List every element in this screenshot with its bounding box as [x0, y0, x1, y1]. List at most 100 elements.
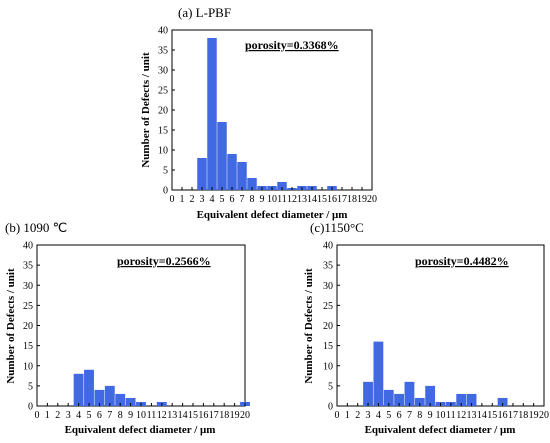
panel-a-x-tick-label: 13: [297, 194, 307, 205]
panel-b-x-tick-label: 19: [230, 410, 240, 421]
panel-b-y-tick-label: 25: [23, 301, 33, 312]
panel-a-bar: [277, 182, 287, 190]
panel-c-x-ticks: 0 1 2 3 4 5 6 7 8 9 10 11 12 13 14 15 16 17 18 19 20: [335, 403, 549, 421]
panel-a-bar: [207, 38, 217, 190]
panel-a-bars: [197, 38, 337, 190]
panel-b-x-tick-label: 1: [45, 410, 50, 421]
panel-c-x-tick-label: 16: [498, 410, 508, 421]
panel-c-y-tick-label: 5: [328, 381, 333, 392]
panel-a-y-tick-label: 10: [158, 146, 168, 157]
panel-a-x-tick-label: 14: [307, 194, 317, 205]
panel-b-porosity-label: porosity=0.2566%: [117, 254, 211, 268]
panel-a-xlabel: Equivalent defect diameter / μm: [197, 209, 348, 221]
panel-a-x-tick-label: 8: [250, 194, 255, 205]
panel-b-x-tick-label: 17: [209, 410, 219, 421]
panel-c-x-tick-label: 5: [386, 410, 391, 421]
panel-a-x-tick-label: 1: [180, 194, 185, 205]
panel-b: (b) 1090 ℃ porosity=0.2566% Number of De…: [5, 220, 250, 436]
panel-a-x-tick-label: 3: [200, 194, 205, 205]
panel-b-x-tick-label: 2: [55, 410, 60, 421]
panel-c-bar: [363, 381, 373, 406]
panel-b-bar: [125, 397, 136, 406]
panel-c-x-tick-label: 10: [436, 410, 446, 421]
panel-a-y-tick-label: 0: [163, 186, 168, 197]
panel-c-x-tick-label: 20: [539, 410, 549, 421]
panel-b-x-tick-label: 5: [87, 410, 92, 421]
panel-b-y-tick-label: 30: [23, 281, 33, 292]
panel-c-x-tick-label: 4: [376, 410, 381, 421]
panel-c-x-tick-label: 7: [407, 410, 412, 421]
panel-b-x-tick-label: 3: [66, 410, 71, 421]
panel-a-x-tick-label: 19: [357, 194, 367, 205]
panel-a-bar: [197, 158, 207, 190]
panel-b-x-tick-label: 6: [97, 410, 102, 421]
panel-b-x-tick-label: 20: [240, 410, 250, 421]
panel-a-y-tick-label: 5: [163, 166, 168, 177]
panel-a-x-tick-label: 10: [267, 194, 277, 205]
panel-c-x-tick-label: 17: [508, 410, 518, 421]
panel-c-x-tick-label: 2: [355, 410, 360, 421]
panel-a-x-tick-label: 11: [277, 194, 287, 205]
panel-b-y-tick-label: 40: [23, 241, 33, 252]
panel-c-y-tick-label: 35: [323, 261, 333, 272]
panel-b-x-tick-label: 16: [198, 410, 208, 421]
panel-a-y-tick-label: 40: [158, 26, 168, 37]
panel-a-y-tick-label: 25: [158, 86, 168, 97]
panel-c-x-tick-label: 11: [446, 410, 456, 421]
panel-c-x-tick-label: 9: [428, 410, 433, 421]
panel-c-x-tick-label: 14: [477, 410, 487, 421]
panel-a-bar: [237, 162, 247, 190]
panel-c-y-tick-label: 10: [323, 361, 333, 372]
panel-a-x-ticks: 0 1 2 3 4 5 6 7 8 9 10 11 12 13 14 15 16 17 18 19 20: [170, 187, 377, 205]
panel-b-y-tick-label: 15: [23, 341, 33, 352]
panel-a-x-tick-label: 4: [210, 194, 215, 205]
panel-b-y-tick-label: 20: [23, 321, 33, 332]
panel-b-y-ticks: 0 5 10 15 20 25 30 35 40: [23, 241, 40, 413]
panel-b-x-tick-label: 10: [136, 410, 146, 421]
panel-a-x-tick-label: 17: [337, 194, 347, 205]
panel-c-x-tick-label: 15: [487, 410, 497, 421]
panel-a-x-tick-label: 5: [220, 194, 225, 205]
panel-c-xlabel: Equivalent defect diameter / μm: [365, 424, 516, 436]
panel-c-y-tick-label: 0: [328, 402, 333, 413]
panel-c-x-tick-label: 18: [518, 410, 528, 421]
panel-b-x-tick-label: 11: [147, 410, 157, 421]
panel-b-bar: [73, 373, 84, 406]
panel-c-y-tick-label: 20: [323, 321, 333, 332]
panel-c-bar: [456, 393, 467, 406]
panel-b-x-tick-label: 4: [76, 410, 81, 421]
panel-b-y-tick-label: 0: [28, 402, 33, 413]
panel-a-bar: [227, 154, 237, 190]
panel-c-ylabel: Number of Defects / unit: [303, 268, 315, 384]
panel-c-x-tick-label: 19: [529, 410, 539, 421]
panel-b-y-tick-label: 10: [23, 361, 33, 372]
panel-c-x-tick-label: 8: [417, 410, 422, 421]
panel-a-y-tick-label: 30: [158, 66, 168, 77]
panel-c-bar: [373, 341, 384, 406]
panel-a-y-ticks: 0 5 10 15 20 25 30 35 40: [158, 26, 175, 197]
panel-c-x-tick-label: 3: [366, 410, 371, 421]
panel-c-y-tick-label: 15: [323, 341, 333, 352]
panel-b-bar: [84, 369, 94, 406]
panel-c-bar: [425, 385, 436, 407]
panel-a-porosity-label: porosity=0.3368%: [245, 38, 339, 52]
panel-a-x-tick-label: 6: [230, 194, 235, 205]
panel-a-title: (a) L-PBF: [178, 5, 231, 20]
panel-c-y-tick-label: 30: [323, 281, 333, 292]
panel-b-y-tick-label: 35: [23, 261, 33, 272]
panel-b-xlabel: Equivalent defect diameter / μm: [65, 424, 216, 436]
panel-b-plot-frame: [36, 244, 246, 407]
panel-b-x-tick-label: 12: [157, 410, 167, 421]
panel-a-ylabel: Number of Defects / unit: [140, 52, 152, 168]
panel-a-bar: [247, 178, 257, 190]
panel-c-x-tick-label: 0: [335, 410, 340, 421]
panel-c-x-tick-label: 12: [456, 410, 466, 421]
panel-a-x-tick-label: 16: [327, 194, 337, 205]
panel-a: (a) L-PBF porosity=0.3368% Number of Def…: [140, 5, 377, 221]
panel-c-bar: [497, 397, 508, 406]
panel-c-bar: [404, 381, 415, 406]
panel-c-y-tick-label: 40: [323, 241, 333, 252]
panel-b-x-tick-label: 8: [118, 410, 123, 421]
panel-c-x-tick-label: 6: [397, 410, 402, 421]
